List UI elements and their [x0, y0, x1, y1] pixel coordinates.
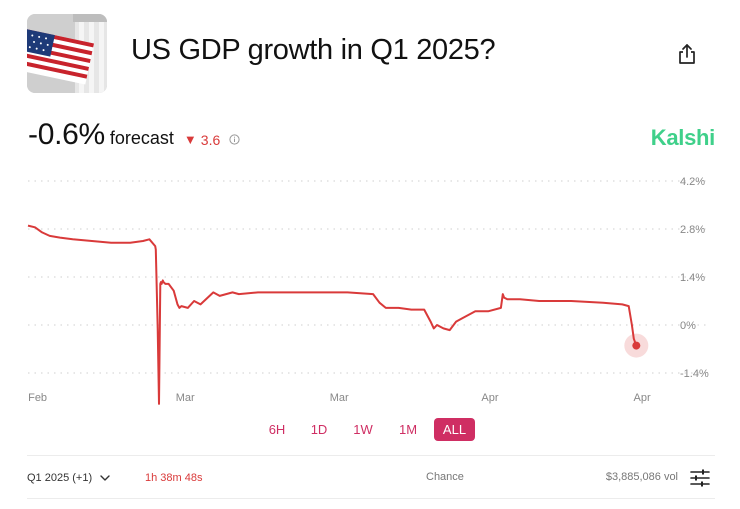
us-flag-building-image [27, 14, 107, 93]
contract-label: Q1 2025 (+1) [27, 471, 93, 484]
contract-select[interactable]: Q1 2025 (+1) [27, 456, 110, 499]
time-range-selector: 6H 1D 1W 1M ALL [0, 418, 740, 442]
series-line [27, 224, 638, 405]
volume-label: $3,885,086 vol [605, 471, 678, 483]
chevron-down-icon [100, 474, 110, 481]
change-indicator: ▼ 3.6 [184, 132, 220, 148]
x-tick-label: Apr [634, 392, 651, 404]
triangle-down-icon: ▼ [183, 132, 197, 147]
info-icon[interactable] [229, 134, 240, 145]
y-tick-label: 0% [680, 320, 696, 332]
price-chart[interactable]: 4.2% 2.8% 1.4% 0% -1.4% Feb Mar Mar Apr Apr [0, 165, 740, 410]
chance-label: Chance [426, 471, 464, 483]
share-icon [679, 44, 695, 64]
market-footer: Q1 2025 (+1) 1h 38m 48s Chance $3,885,08… [27, 455, 715, 499]
y-tick-label: 4.2% [680, 176, 705, 188]
change-value: 3.6 [200, 131, 221, 148]
x-tick-label: Mar [330, 392, 349, 404]
range-1d-button[interactable]: 1D [310, 422, 328, 437]
brand-logo: Kalshi [650, 125, 716, 150]
share-button[interactable] [673, 40, 701, 68]
range-all-button[interactable]: ALL [434, 418, 475, 441]
countdown-timer: 1h 38m 48s [145, 472, 203, 484]
y-tick-label: -1.4% [680, 368, 709, 380]
y-tick-label: 2.8% [680, 224, 705, 236]
forecast-summary: -0.6% forecast ▼ 3.6 [28, 118, 240, 158]
range-6h-button[interactable]: 6H [268, 422, 286, 437]
page-title: US GDP growth in Q1 2025? [131, 34, 496, 66]
y-tick-label: 1.4% [680, 272, 705, 284]
range-1m-button[interactable]: 1M [398, 422, 418, 437]
x-tick-label: Apr [481, 392, 498, 404]
current-point [632, 341, 641, 350]
chart-settings-button[interactable] [689, 467, 711, 489]
x-tick-label: Feb [28, 392, 47, 404]
range-1w-button[interactable]: 1W [353, 422, 373, 437]
sliders-icon [690, 469, 710, 487]
x-tick-label: Mar [176, 392, 195, 404]
market-thumbnail [27, 14, 107, 93]
forecast-value: -0.6% [28, 118, 105, 151]
forecast-label: forecast [109, 128, 174, 148]
